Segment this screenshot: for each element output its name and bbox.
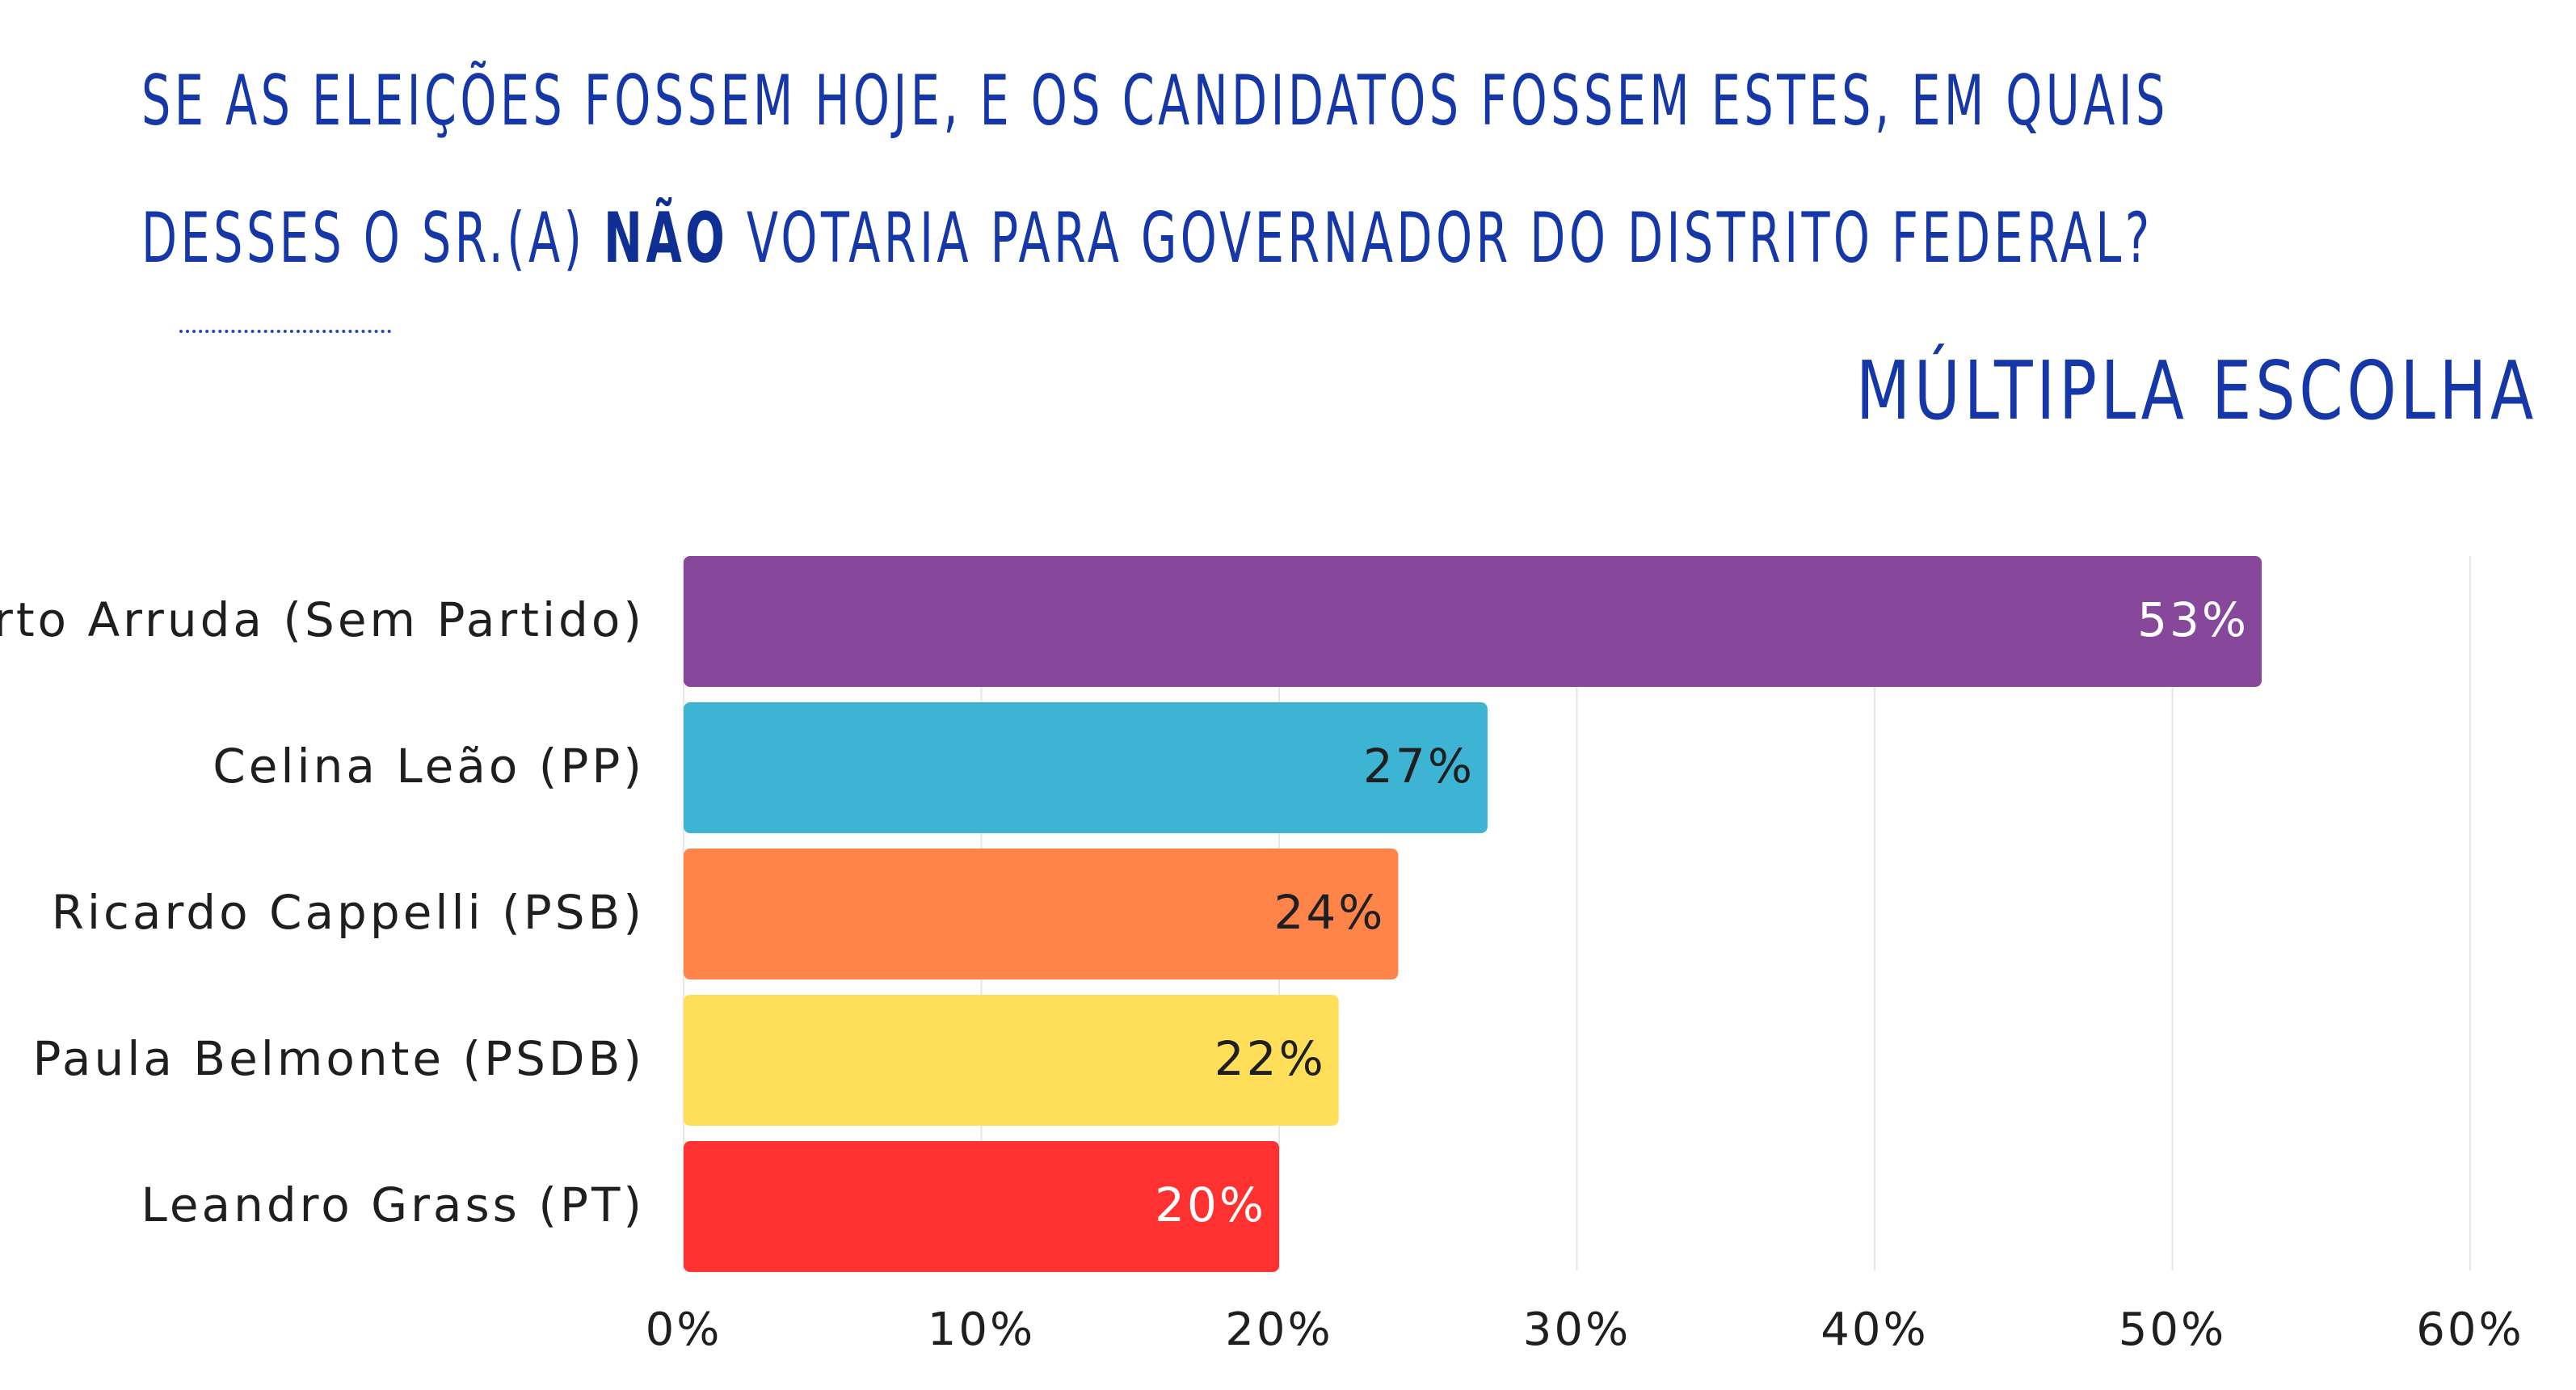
bar-5 [684,1141,1279,1272]
title-divider [179,330,391,333]
category-label: Ricardo Cappelli (PSB) [52,885,645,940]
title-emphasis: NÃO [604,198,729,279]
bar-1 [684,556,2262,687]
value-label: 53% [2137,592,2249,647]
value-label: 20% [1155,1177,1266,1232]
x-tick-label: 20% [1225,1304,1332,1356]
x-tick-label: 10% [928,1304,1035,1356]
bar-4 [684,995,1339,1126]
x-tick-label: 30% [1523,1304,1631,1356]
chart-subtitle: MÚLTIPLA ESCOLHA [1855,343,2537,438]
title-line-2-prefix: DESSES O SR.(A) [141,198,604,279]
chart-title: SE AS ELEIÇÕES FOSSEM HOJE, E OS CANDIDA… [141,32,2169,307]
title-line-2: DESSES O SR.(A) NÃO VOTARIA PARA GOVERNA… [141,170,2149,307]
value-label: 24% [1273,885,1385,940]
title-line-1: SE AS ELEIÇÕES FOSSEM HOJE, E OS CANDIDA… [141,61,2169,141]
value-label: 22% [1214,1031,1326,1086]
x-tick-label: 0% [646,1304,722,1356]
category-label: Paula Belmonte (PSDB) [33,1031,645,1086]
x-tick-label: 50% [2119,1304,2226,1356]
title-line-2-suffix: VOTARIA PARA GOVERNADOR DO DISTRITO FEDE… [728,198,2153,279]
category-label: José Roberto Arruda (Sem Partido) [0,592,645,647]
bar-3 [684,849,1399,979]
category-label: Celina Leão (PP) [213,739,645,794]
bar-2 [684,702,1488,833]
x-tick-label: 40% [1820,1304,1928,1356]
value-label: 27% [1363,739,1475,794]
category-label: Leandro Grass (PT) [141,1177,645,1232]
x-tick-label: 60% [2416,1304,2523,1356]
